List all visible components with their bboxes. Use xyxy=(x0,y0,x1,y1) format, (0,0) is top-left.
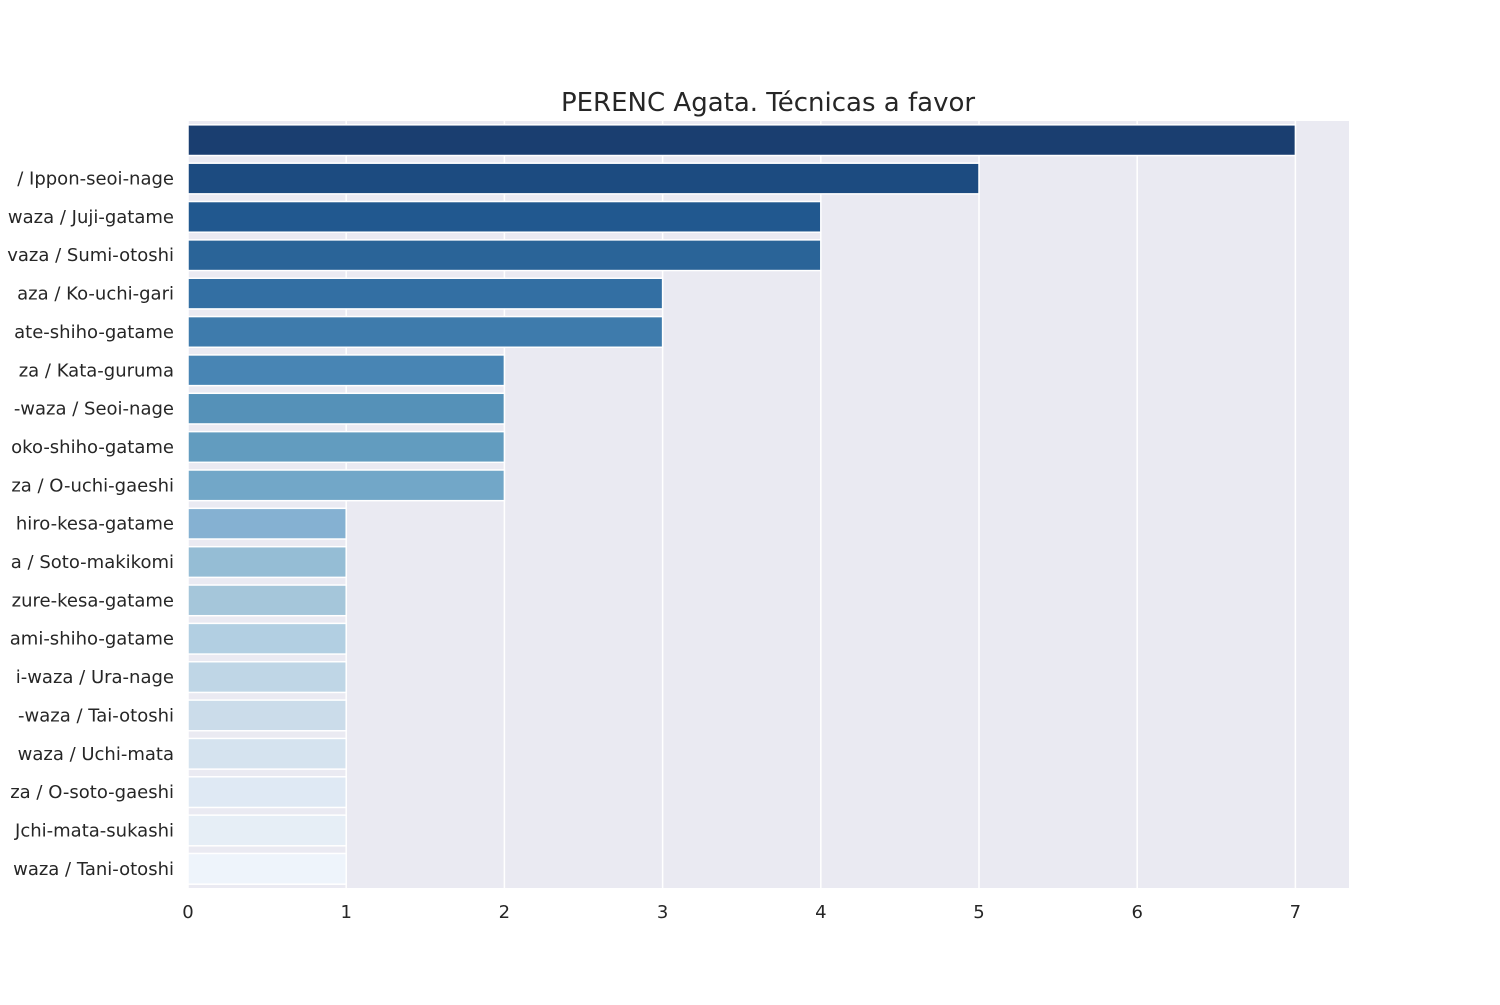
y-tick-label: hiro-kesa-gatame xyxy=(16,514,174,535)
bar xyxy=(187,814,347,847)
y-tick-label: i-waza / Ura-nage xyxy=(16,667,174,688)
bar xyxy=(187,200,822,233)
bar xyxy=(187,277,664,310)
x-tick-label: 7 xyxy=(1290,902,1301,923)
bar xyxy=(187,162,980,195)
x-tick-label: 5 xyxy=(973,902,984,923)
y-tick-label: waza / Tani-otoshi xyxy=(13,859,174,880)
bar xyxy=(187,776,347,809)
bar xyxy=(187,392,506,425)
chart-title: PERENC Agata. Técnicas a favor xyxy=(561,88,975,118)
y-tick-label: / Ippon-seoi-nage xyxy=(17,169,174,190)
bar xyxy=(187,315,664,349)
bar xyxy=(187,584,347,617)
x-tick-labels: 0 1 2 3 4 5 6 7 xyxy=(182,902,1301,923)
bar xyxy=(187,507,347,540)
bar xyxy=(187,622,347,655)
x-tick-label: 6 xyxy=(1131,902,1142,923)
y-tick-label: aza / Ko-uchi-gari xyxy=(17,284,174,305)
bar xyxy=(187,430,506,464)
bar xyxy=(187,737,347,770)
y-tick-label: za / O-soto-gaeshi xyxy=(10,782,174,803)
y-tick-label: a / Soto-makikomi xyxy=(11,552,174,573)
y-tick-label: za / Kata-guruma xyxy=(19,360,174,381)
y-tick-label: vaza / Sumi-otoshi xyxy=(7,245,174,266)
bar xyxy=(187,545,347,579)
plot-area xyxy=(188,121,1349,888)
y-tick-label: waza / Juji-gatame xyxy=(8,207,174,228)
y-tick-label: Jchi-mata-sukashi xyxy=(14,820,174,841)
y-tick-label: -waza / Tai-otoshi xyxy=(18,705,174,726)
x-tick-label: 1 xyxy=(340,902,351,923)
x-tick-label: 4 xyxy=(815,902,826,923)
y-tick-label: ami-shiho-gatame xyxy=(10,629,174,650)
bar xyxy=(187,852,347,885)
x-tick-label: 0 xyxy=(182,902,193,923)
y-tick-label: za / O-uchi-gaeshi xyxy=(11,475,174,496)
bar xyxy=(187,354,506,387)
bar xyxy=(187,239,822,272)
y-tick-label: ate-shiho-gatame xyxy=(14,322,174,343)
bars xyxy=(187,124,1297,885)
y-tick-label: waza / Uchi-mata xyxy=(18,744,174,765)
x-tick-label: 3 xyxy=(657,902,668,923)
x-tick-label: 2 xyxy=(499,902,510,923)
bar xyxy=(187,469,506,502)
bar xyxy=(187,699,347,732)
bar xyxy=(187,660,347,694)
y-tick-label: zure-kesa-gatame xyxy=(12,590,174,611)
bar xyxy=(187,124,1297,157)
y-tick-labels: / Ippon-seoi-nage waza / Juji-gatame vaza … xyxy=(7,169,174,880)
y-tick-label: oko-shiho-gatame xyxy=(11,437,174,458)
y-tick-label: -waza / Seoi-nage xyxy=(14,399,174,420)
